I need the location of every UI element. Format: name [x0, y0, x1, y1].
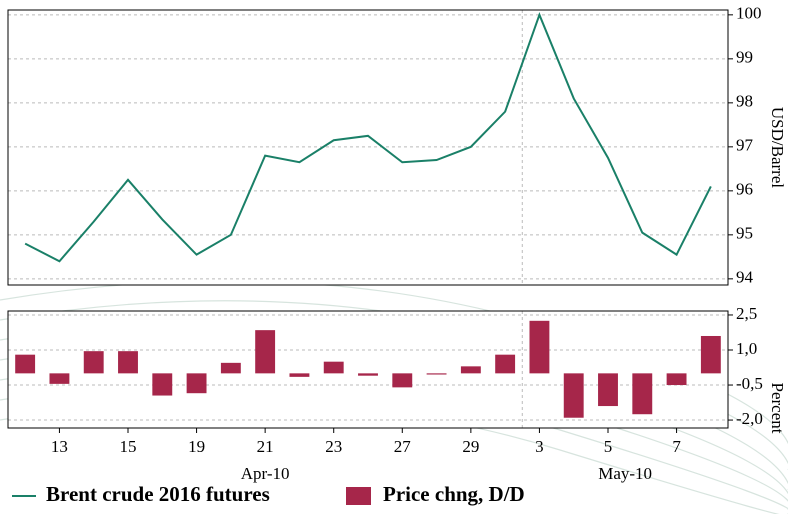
bar — [392, 373, 413, 388]
bar — [426, 373, 447, 375]
plot-frame — [7, 9, 729, 286]
legend-text: Brent crude 2016 futures — [46, 482, 270, 506]
bar — [529, 320, 550, 374]
legend-swatch — [346, 487, 371, 505]
x-group-label: Apr-10 — [241, 464, 290, 483]
y-tick-label: 97 — [736, 136, 754, 155]
bar — [152, 373, 173, 396]
bar — [598, 373, 618, 407]
plot-background — [8, 311, 728, 428]
bar — [49, 373, 70, 384]
x-tick-label: 19 — [188, 437, 205, 456]
x-tick-label: 3 — [535, 437, 544, 456]
y-axis-title: Percent — [768, 383, 787, 434]
y-axis-title: USD/Barrel — [768, 107, 787, 188]
plot-frame — [7, 310, 729, 429]
y-tick-label: -0,5 — [736, 374, 763, 393]
y-tick-label: 1,0 — [736, 339, 757, 358]
legend-text: Price chng, D/D — [383, 482, 525, 506]
x-tick-label: 15 — [120, 437, 137, 456]
y-tick-label: 100 — [736, 4, 762, 23]
plot-background — [8, 10, 728, 285]
x-tick-label: 27 — [394, 437, 412, 456]
y-tick-label: -2,0 — [736, 409, 763, 428]
bar — [220, 362, 241, 374]
bar — [358, 373, 378, 376]
bar — [118, 351, 138, 374]
x-tick-label: 21 — [257, 437, 274, 456]
bar — [632, 373, 653, 415]
bar — [563, 373, 584, 418]
bar — [186, 373, 207, 394]
y-tick-label: 96 — [736, 180, 753, 199]
bar — [289, 373, 310, 377]
y-tick-label: 95 — [736, 224, 753, 243]
bar — [83, 351, 104, 374]
bar — [460, 366, 481, 374]
y-tick-label: 94 — [736, 268, 754, 287]
bar — [255, 330, 276, 374]
x-tick-label: 13 — [51, 437, 68, 456]
y-tick-label: 99 — [736, 48, 753, 67]
bar — [15, 354, 36, 374]
bar — [323, 361, 344, 374]
y-tick-label: 2,5 — [736, 304, 757, 323]
x-tick-label: 7 — [672, 437, 681, 456]
x-tick-label: 29 — [462, 437, 479, 456]
price-line — [24, 12, 712, 263]
x-group-label: May-10 — [598, 464, 652, 483]
bar — [495, 354, 516, 374]
bar — [666, 373, 687, 386]
x-tick-label: 5 — [604, 437, 613, 456]
bar — [700, 335, 721, 374]
y-tick-label: 98 — [736, 92, 753, 111]
x-tick-label: 23 — [325, 437, 342, 456]
